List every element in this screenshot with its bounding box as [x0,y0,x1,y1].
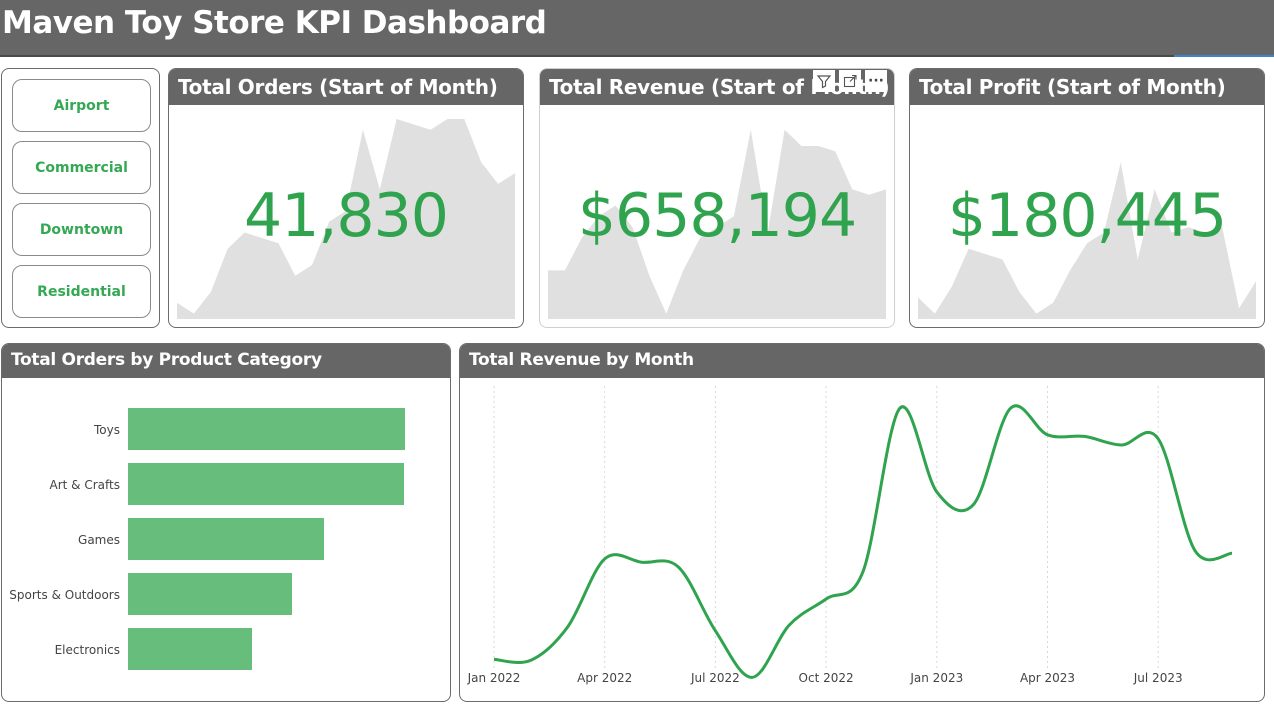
x-tick-label: Jan 2022 [467,671,521,685]
x-tick-label: Oct 2022 [798,671,854,685]
bar-label: Electronics [54,643,120,657]
filter-icon[interactable] [813,70,835,92]
bar-label: Games [78,533,120,547]
x-tick-label: Apr 2023 [1019,671,1076,685]
revenue-by-month-chart[interactable]: Total Revenue by Month Jan 2022 Apr 2022 J… [459,343,1265,702]
x-tick-label: Apr 2022 [577,671,633,685]
bar[interactable] [128,463,404,505]
revenue-line[interactable] [493,404,1233,679]
kpi-value-revenue: $658,194 [577,181,857,251]
sparkline-area [177,119,515,319]
slicer-button-airport[interactable]: Airport [12,79,151,132]
bar-label: Toys [94,423,120,437]
sparkline-area [918,162,1256,319]
kpi-title-revenue: Total Revenue (Start of Month) [540,69,894,105]
kpi-title-orders: Total Orders (Start of Month) [169,69,523,105]
slicer-button-residential[interactable]: Residential [12,265,151,318]
bar[interactable] [128,408,405,450]
kpi-value-orders: 41,830 [244,181,449,251]
kpi-title-profit: Total Profit (Start of Month) [910,69,1264,105]
focus-mode-icon[interactable] [839,70,861,92]
profit-sparkline [918,162,1256,319]
bar[interactable] [128,573,293,615]
bar-label: Art & Crafts [49,478,120,492]
sparkline-area [548,129,886,319]
x-tick-label: Jul 2023 [1133,671,1183,685]
bar-chart-title: Total Orders by Product Category [2,344,450,378]
page-title: Maven Toy Store KPI Dashboard [2,5,547,41]
orders-sparkline [177,119,515,319]
slicer-button-commercial[interactable]: Commercial [12,141,151,194]
more-options-icon[interactable]: ··· [865,70,887,92]
revenue-sparkline [548,129,886,319]
slicer-button-downtown[interactable]: Downtown [12,203,151,256]
line-chart-plot [493,386,1233,679]
x-tick-label: Jul 2022 [690,671,740,685]
orders-by-category-chart[interactable]: Total Orders by Product Category Toys Art… [1,343,451,702]
bar[interactable] [128,518,325,560]
kpi-card-revenue[interactable]: Total Revenue (Start of Month) $658,194 [539,68,895,328]
bar-label: Sports & Outdoors [9,588,120,602]
kpi-card-orders[interactable]: Total Orders (Start of Month) 41,830 [168,68,524,328]
kpi-value-profit: $180,445 [947,181,1227,251]
store-location-slicer: Airport Commercial Downtown Residential [1,68,160,328]
kpi-card-profit[interactable]: Total Profit (Start of Month) $180,445 [909,68,1265,328]
header-accent-line [1174,55,1274,57]
x-tick-label: Jan 2023 [910,671,964,685]
line-chart-title: Total Revenue by Month [460,344,1264,378]
dashboard-header: Maven Toy Store KPI Dashboard [0,0,1274,57]
bar[interactable] [128,628,252,670]
visual-header-toolbar: ··· [813,70,887,92]
